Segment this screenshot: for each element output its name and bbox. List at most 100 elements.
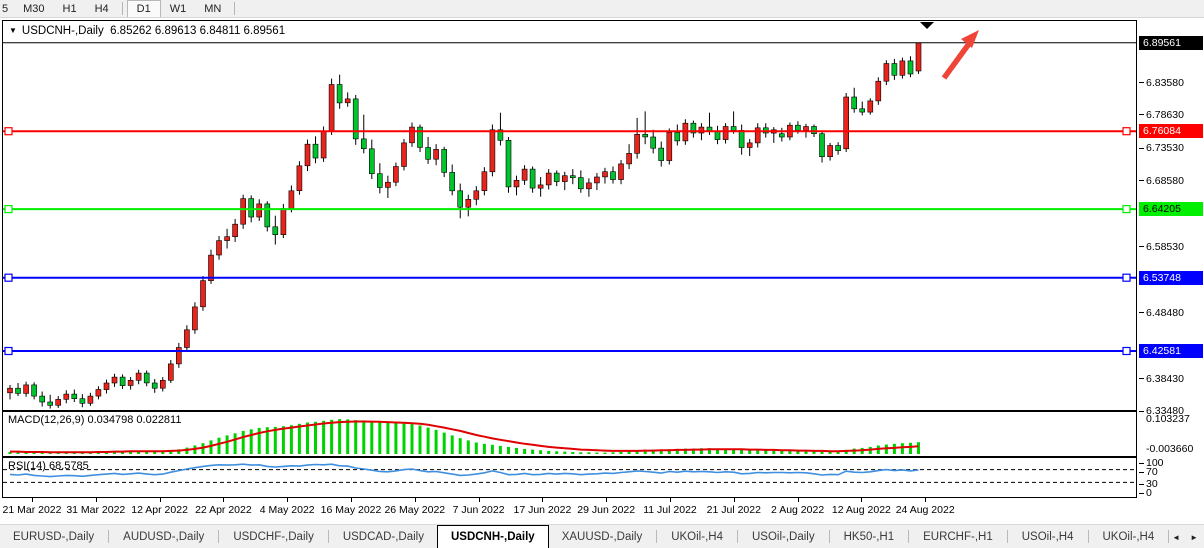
date-tick xyxy=(478,498,480,502)
tab-separator xyxy=(908,530,910,543)
tab-separator xyxy=(218,530,220,543)
date-tick xyxy=(861,498,863,502)
date-label: 21 Mar 2022 xyxy=(2,504,62,516)
chart-tab-ukoil-h4[interactable]: UKOil-,H4 xyxy=(671,530,723,543)
timeframe-button-H1[interactable]: H1 xyxy=(62,2,77,15)
date-axis[interactable]: 21 Mar 2022 31 Mar 2022 12 Apr 2022 22 Apr … xyxy=(2,498,1137,524)
axis-tick-mark xyxy=(1139,246,1144,248)
candlestick-chart-canvas[interactable] xyxy=(3,21,1136,410)
chart-tab-usdcad-daily[interactable]: USDCAD-,Daily xyxy=(342,530,424,543)
axis-tick-mark xyxy=(1139,378,1144,380)
chart-tab-usdcnh-daily[interactable]: USDCNH-,Daily xyxy=(436,525,549,548)
chart-window[interactable]: ▼ USDCNH-,Daily 6.85262 6.89613 6.84811 6… xyxy=(2,20,1137,498)
date-tick xyxy=(733,498,735,502)
price-tick-label: 6.68580 xyxy=(1146,174,1184,187)
date-tick xyxy=(606,498,608,502)
axis-tick-mark xyxy=(1139,463,1144,464)
date-label: 29 Jun 2022 xyxy=(577,504,636,516)
chart-tab-ukoil-h4[interactable]: UKOil-,H4 xyxy=(1102,530,1155,543)
chart-tab-usoil-h4[interactable]: USOil-,H4 xyxy=(1021,530,1074,543)
date-label: 31 Mar 2022 xyxy=(66,504,126,516)
chart-tab-eurusd-daily[interactable]: EURUSD-,Daily xyxy=(13,530,95,543)
axis-tick-mark xyxy=(1139,410,1144,412)
timeframe-button-5[interactable]: 5 xyxy=(2,2,9,15)
date-label: 16 May 2022 xyxy=(320,504,382,516)
axis-tick-mark xyxy=(1139,147,1144,149)
timeframe-button-MN[interactable]: MN xyxy=(204,2,222,15)
timeframe-button-H4[interactable]: H4 xyxy=(94,2,109,15)
symbol-dropdown-icon[interactable]: ▼ xyxy=(9,26,17,35)
macd-chart-canvas[interactable] xyxy=(3,412,1136,456)
macd-pane[interactable]: MACD(12,26,9) 0.034798 0.022811 xyxy=(3,411,1136,457)
current-price-badge: 6.89561 xyxy=(1139,35,1203,50)
chart-tab-usdchf-daily[interactable]: USDCHF-,Daily xyxy=(233,530,314,543)
timeframe-button-M30[interactable]: M30 xyxy=(23,2,45,15)
price-tick-label: 6.73530 xyxy=(1146,142,1184,155)
price-tick-label: 6.78630 xyxy=(1146,108,1184,121)
axis-tick-mark xyxy=(1139,471,1144,473)
timeframe-toolbar: 5 M30 H1 H4 D1 W1 MN xyxy=(0,0,1204,18)
hline-price-badge: 6.42581 xyxy=(1139,343,1203,358)
date-label: 12 Apr 2022 xyxy=(131,504,188,516)
tab-separator xyxy=(656,530,658,543)
timeframe-button-D1[interactable]: D1 xyxy=(126,0,161,17)
date-label: 17 Jun 2022 xyxy=(513,504,572,516)
price-pane[interactable]: ▼ USDCNH-,Daily 6.85262 6.89613 6.84811 6… xyxy=(3,21,1136,411)
date-tick xyxy=(95,498,97,502)
price-tick-label: 6.38430 xyxy=(1146,372,1184,385)
axis-tick-mark xyxy=(1139,312,1144,314)
date-tick xyxy=(223,498,225,502)
axis-tick-mark xyxy=(1139,114,1144,116)
price-axis[interactable]: 6.83580 6.78630 6.73530 6.68580 6.58530 6.484… xyxy=(1139,20,1204,499)
price-tick-label: 6.83580 xyxy=(1146,76,1184,89)
tab-separator xyxy=(1168,530,1170,543)
toolbar-separator xyxy=(234,2,236,15)
chart-tab-eurchf-h1[interactable]: EURCHF-,H1 xyxy=(923,530,993,543)
tab-separator xyxy=(1006,530,1008,543)
date-tick xyxy=(414,498,416,502)
date-tick xyxy=(542,498,544,502)
chart-tabbar: EURUSD-,Daily AUDUSD-,Daily USDCHF-,Daily U… xyxy=(0,524,1204,548)
chart-tab-audusd-daily[interactable]: AUDUSD-,Daily xyxy=(123,530,205,543)
chart-tab-usoil-daily[interactable]: USOil-,Daily xyxy=(751,530,815,543)
chart-shift-marker xyxy=(920,22,934,29)
tab-scroll-right-icon[interactable]: ► xyxy=(1190,532,1198,542)
rsi-axis-label: 70 xyxy=(1146,465,1158,478)
date-tick xyxy=(159,498,161,502)
rsi-axis-label: 0 xyxy=(1146,487,1152,499)
chart-area: ▼ USDCNH-,Daily 6.85262 6.89613 6.84811 6… xyxy=(0,18,1204,524)
price-tick-label: 6.58530 xyxy=(1146,240,1184,253)
rsi-axis-label: 100 xyxy=(1146,457,1164,469)
tab-separator xyxy=(736,530,738,543)
tab-nav: ◄ ► xyxy=(1172,525,1198,548)
date-tick xyxy=(925,498,927,502)
macd-axis-label: -0.003660 xyxy=(1146,443,1194,455)
rsi-axis-label: 30 xyxy=(1146,478,1158,491)
date-label: 22 Apr 2022 xyxy=(195,504,252,516)
date-label: 21 Jul 2022 xyxy=(706,504,761,516)
date-label: 7 Jun 2022 xyxy=(452,504,505,516)
hline-price-badge: 6.76084 xyxy=(1139,124,1203,139)
date-label: 26 May 2022 xyxy=(384,504,446,516)
price-tick-label: 6.48480 xyxy=(1146,306,1184,319)
tab-separator xyxy=(327,530,329,543)
axis-tick-mark xyxy=(1139,82,1144,83)
toolbar-separator xyxy=(121,2,123,15)
tab-separator xyxy=(1087,530,1089,543)
trend-arrow-annotation xyxy=(941,30,979,80)
price-tick-label: 6.33480 xyxy=(1146,405,1184,418)
chart-tab-xauusd-daily[interactable]: XAUUSD-,Daily xyxy=(561,530,643,543)
date-label: 2 Aug 2022 xyxy=(771,504,825,516)
rsi-chart-canvas[interactable] xyxy=(3,458,1136,494)
timeframe-button-W1[interactable]: W1 xyxy=(169,2,187,15)
chart-title: ▼ USDCNH-,Daily 6.85262 6.89613 6.84811 6… xyxy=(9,25,285,37)
tab-scroll-left-icon[interactable]: ◄ xyxy=(1172,532,1181,542)
tab-separator xyxy=(108,530,110,543)
rsi-pane[interactable]: RSI(14) 68.5785 xyxy=(3,457,1136,495)
date-label: 24 Aug 2022 xyxy=(895,504,955,516)
date-tick xyxy=(287,498,289,502)
axis-tick-mark xyxy=(1139,180,1144,182)
hline-price-badge: 6.53748 xyxy=(1139,270,1203,285)
chart-tab-hk50-h1[interactable]: HK50-,H1 xyxy=(843,530,895,543)
